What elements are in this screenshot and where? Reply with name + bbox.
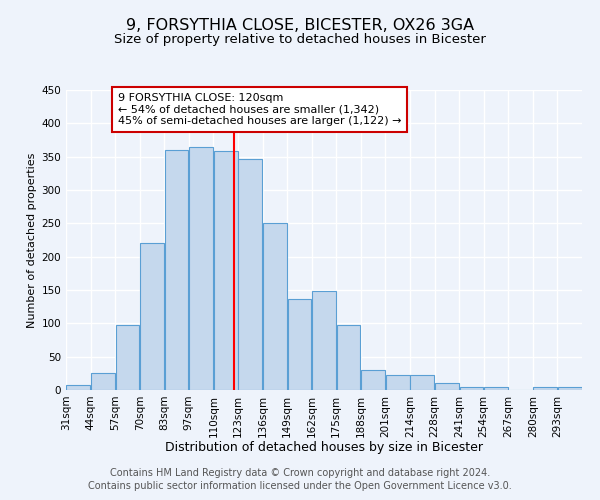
Bar: [312, 292, 336, 390]
Text: 9 FORSYTHIA CLOSE: 120sqm
← 54% of detached houses are smaller (1,342)
45% of se: 9 FORSYTHIA CLOSE: 120sqm ← 54% of detac…: [118, 93, 401, 126]
Bar: [91, 372, 115, 390]
Bar: [214, 152, 238, 390]
Bar: [410, 376, 434, 390]
X-axis label: Distribution of detached houses by size in Bicester: Distribution of detached houses by size …: [165, 441, 483, 454]
Bar: [238, 158, 262, 390]
Bar: [116, 324, 139, 390]
Bar: [287, 298, 311, 390]
Bar: [67, 384, 90, 390]
Bar: [189, 146, 213, 390]
Bar: [337, 326, 361, 390]
Bar: [140, 244, 164, 390]
Bar: [435, 384, 459, 390]
Y-axis label: Number of detached properties: Number of detached properties: [27, 152, 37, 328]
Bar: [263, 224, 287, 390]
Bar: [386, 376, 410, 390]
Bar: [164, 150, 188, 390]
Bar: [533, 388, 557, 390]
Bar: [361, 370, 385, 390]
Bar: [460, 388, 484, 390]
Text: Size of property relative to detached houses in Bicester: Size of property relative to detached ho…: [114, 32, 486, 46]
Bar: [484, 388, 508, 390]
Text: Contains public sector information licensed under the Open Government Licence v3: Contains public sector information licen…: [88, 481, 512, 491]
Bar: [558, 388, 581, 390]
Text: 9, FORSYTHIA CLOSE, BICESTER, OX26 3GA: 9, FORSYTHIA CLOSE, BICESTER, OX26 3GA: [126, 18, 474, 32]
Text: Contains HM Land Registry data © Crown copyright and database right 2024.: Contains HM Land Registry data © Crown c…: [110, 468, 490, 477]
